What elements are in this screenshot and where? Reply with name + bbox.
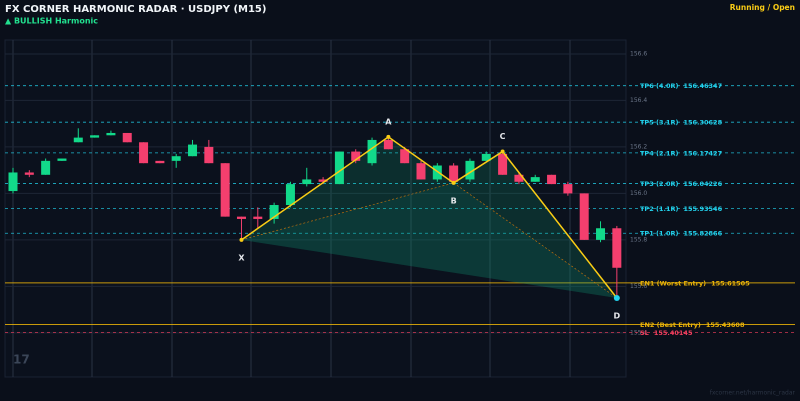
candle-body — [204, 146, 214, 164]
candle-body — [139, 142, 149, 164]
pattern-label: X — [238, 253, 245, 262]
candle-body — [596, 228, 606, 240]
candle-body — [579, 193, 589, 240]
level-label: TP5 (3.1R) 156.30628 — [640, 119, 723, 127]
pattern-diag — [453, 182, 618, 299]
chart-title: FX CORNER HARMONIC RADAR · USDJPY (M15) — [5, 4, 266, 15]
level-label: TP3 (2.0R) 156.04226 — [640, 180, 723, 188]
level-name: EN2 (Best Entry) — [640, 321, 701, 329]
level-value: 155.61505 — [711, 279, 750, 287]
candle-body — [400, 149, 410, 164]
footer: fxcorner.net/harmonic_radar — [710, 390, 796, 397]
level-name: TP3 (2.0R) — [640, 180, 678, 188]
level-value: 156.30628 — [683, 119, 722, 127]
candle-body — [318, 179, 328, 182]
level-label: TP4 (2.1R) 156.17427 — [640, 149, 722, 157]
level-label: TP6 (4.0R) 156.46347 — [640, 82, 722, 90]
pattern-point — [386, 134, 391, 139]
candle-body — [220, 163, 230, 217]
candle-body — [563, 184, 573, 194]
pattern-label: C — [500, 132, 506, 141]
level-name: TP2 (1.1R) — [640, 205, 678, 213]
level-name: TP5 (3.1R) — [640, 119, 678, 127]
level-name: SL — [640, 329, 649, 337]
candle-body — [73, 137, 83, 143]
candle-body — [514, 174, 524, 182]
pattern-point — [500, 149, 505, 154]
pattern-label: A — [385, 117, 392, 126]
level-name: TP1 (1.0R) — [640, 230, 678, 238]
status: Running / Open — [730, 3, 795, 12]
candle-body — [285, 184, 295, 206]
candle-body — [188, 144, 198, 157]
candle-body — [612, 228, 622, 268]
pattern-point — [239, 237, 244, 242]
candle-body — [155, 160, 165, 164]
candle-body — [334, 151, 344, 185]
level-label: EN2 (Best Entry) 155.43608 — [640, 321, 745, 329]
candle-body — [465, 160, 475, 180]
y-tick-label: 156.2 — [630, 143, 647, 150]
candle-body — [449, 165, 459, 182]
candle-body — [302, 179, 312, 185]
candle-body — [122, 132, 132, 143]
chart-subtitle: ▲ BULLISH Harmonic — [5, 17, 98, 26]
candle-body — [8, 172, 18, 192]
pattern-label: D — [614, 311, 621, 320]
level-value: 156.04226 — [683, 180, 722, 188]
level-name: TP4 (2.1R) — [640, 149, 678, 157]
candle-body — [106, 132, 116, 136]
level-value: 156.17427 — [683, 149, 722, 157]
level-label: EN1 (Worst Entry) 155.61505 — [640, 279, 750, 287]
candle-body — [236, 216, 246, 219]
candle-body — [547, 174, 557, 185]
candle-body — [269, 205, 279, 219]
level-value: 155.40145 — [654, 329, 693, 337]
candle-body — [90, 135, 100, 138]
level-label: TP1 (1.0R) 155.82866 — [640, 230, 723, 238]
watermark: 17 — [13, 353, 30, 367]
pattern-point — [451, 180, 456, 185]
candle-body — [41, 160, 51, 175]
pattern-point — [613, 294, 620, 301]
candle-body — [498, 153, 508, 175]
level-name: TP6 (4.0R) — [640, 82, 678, 90]
candle-body — [432, 165, 442, 180]
candle-body — [24, 172, 34, 175]
candle-body — [351, 151, 361, 161]
pattern-base — [241, 182, 617, 298]
pattern-diag — [241, 182, 454, 241]
pattern-label: B — [451, 196, 457, 205]
candle-body — [253, 216, 263, 219]
y-tick-label: 156.4 — [630, 97, 647, 104]
level-value: 156.46347 — [683, 82, 722, 90]
candle-body — [383, 139, 393, 150]
candle-body — [481, 153, 491, 161]
level-label: TP2 (1.1R) 155.93546 — [640, 205, 723, 213]
candle-body — [171, 156, 181, 161]
level-value: 155.82866 — [683, 230, 722, 238]
y-tick-label: 156.6 — [630, 50, 647, 57]
y-tick-label: 155.4 — [630, 329, 647, 336]
candle-body — [416, 163, 426, 180]
y-tick-label: 155.8 — [630, 236, 647, 243]
y-tick-label: 155.6 — [630, 283, 647, 290]
level-name: EN1 (Worst Entry) — [640, 279, 706, 287]
y-tick-label: 156.0 — [630, 190, 647, 197]
level-value: 155.43608 — [706, 321, 745, 329]
candle-body — [530, 177, 540, 182]
level-label: SL 155.40145 — [640, 329, 693, 337]
candle-body — [367, 139, 377, 164]
level-value: 155.93546 — [683, 205, 722, 213]
candle-body — [57, 158, 67, 161]
